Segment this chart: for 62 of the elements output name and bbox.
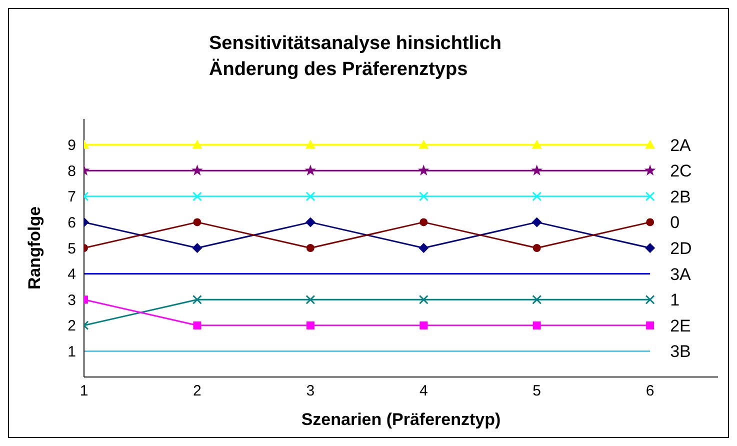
point — [645, 294, 655, 304]
point — [645, 192, 655, 202]
point — [192, 140, 202, 149]
series-label: 3A — [670, 264, 692, 284]
y-tick-label: 8 — [68, 162, 76, 180]
x-tick-label: 6 — [646, 382, 654, 400]
point — [193, 321, 202, 330]
x-tick-label: 2 — [193, 382, 202, 400]
point — [532, 321, 541, 330]
series-label: 1 — [670, 290, 680, 310]
x-tick-label: 1 — [80, 382, 88, 400]
point — [418, 294, 428, 304]
y-tick-label: 3 — [68, 292, 76, 309]
x-axis-title: Szenarien (Präferenztyp) — [301, 410, 501, 429]
point — [305, 217, 316, 228]
series-label: 0 — [670, 213, 680, 232]
point — [420, 218, 428, 226]
point — [420, 321, 428, 330]
y-tick-label: 4 — [68, 266, 76, 284]
point — [644, 164, 656, 176]
series-label: 2E — [670, 316, 691, 336]
y-axis-title: Rangfolge — [25, 206, 44, 290]
point — [304, 164, 316, 176]
point — [645, 243, 656, 253]
point — [193, 218, 202, 226]
point — [192, 243, 202, 253]
x-tick-label: 3 — [306, 382, 315, 400]
point — [531, 164, 543, 176]
y-tick-label: 2 — [68, 318, 76, 335]
point — [192, 192, 202, 202]
point — [532, 294, 542, 304]
point — [532, 140, 542, 149]
point — [532, 217, 542, 228]
point — [306, 192, 316, 202]
point — [418, 164, 430, 176]
point — [305, 140, 316, 149]
point — [645, 140, 656, 149]
series-label: 2C — [670, 162, 692, 181]
point — [192, 164, 203, 176]
x-tick-label: 5 — [532, 382, 542, 400]
point — [418, 243, 429, 253]
series-label: 3B — [670, 342, 691, 362]
point — [532, 244, 541, 252]
point — [646, 321, 654, 330]
y-tick-label: 7 — [68, 188, 76, 206]
point — [532, 192, 542, 202]
point — [418, 192, 428, 202]
point — [418, 140, 429, 149]
y-tick-label: 1 — [68, 344, 76, 361]
point — [306, 294, 316, 304]
chart-title: Sensitivitätsanalyse hinsichtlich Änderung des Präferenztyps — [209, 32, 502, 82]
y-tick-label: 5 — [68, 240, 76, 258]
point — [646, 218, 654, 226]
series-label: 2A — [670, 136, 692, 155]
y-tick-label: 9 — [68, 137, 76, 154]
point — [306, 244, 314, 252]
series-label: 2D — [670, 239, 692, 258]
series-label: 2B — [670, 187, 691, 206]
point — [192, 294, 202, 304]
point — [306, 321, 314, 330]
x-tick-label: 4 — [419, 382, 428, 400]
y-tick-label: 6 — [68, 214, 76, 232]
